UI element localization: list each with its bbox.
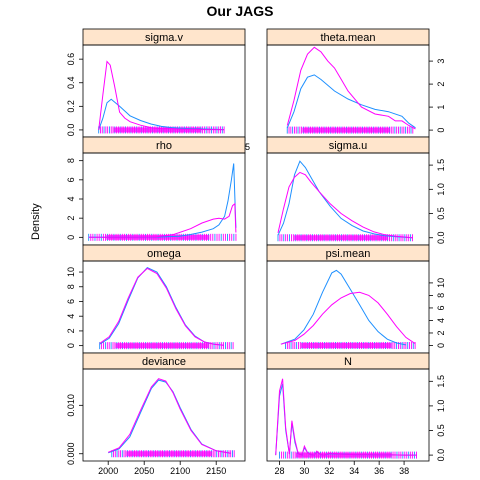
panel-frame-sigma-v [82,44,246,138]
panel-frame-n [266,368,430,462]
x-tick-label: 36 [374,466,384,476]
y-tick-label: 2 [436,82,446,87]
y-tick-label: 2 [66,328,76,333]
y-tick-label: 3 [436,59,446,64]
y-tick-label: 6 [66,177,76,182]
density-line-theta-mean-2 [286,46,416,130]
y-tick-label: 0 [66,343,76,348]
x-tick-label: 2050 [134,466,154,476]
y-tick-label: 2 [436,330,446,335]
y-tick-label: 10 [66,267,76,277]
strip-label-sigma-u: sigma.u [329,140,368,152]
x-tick-label: 34 [349,466,359,476]
density-line-rho-2 [88,202,237,238]
y-tick-label: 0.000 [66,442,76,465]
y-tick-label: 0.010 [66,394,76,417]
y-tick-label: 8 [66,158,76,163]
y-tick-label: 6 [66,299,76,304]
strip-label-deviance: deviance [142,356,186,368]
y-tick-label: 4 [436,318,446,323]
y-tick-label: 0.0 [436,449,446,462]
density-line-theta-mean-1 [286,74,416,129]
rug-sigma-u [277,234,413,242]
y-tick-label: 0 [66,235,76,240]
x-tick-label: 2100 [170,466,190,476]
y-tick-label: 0.6 [66,53,76,66]
y-tick-label: 8 [436,293,446,298]
rug-band [294,235,389,241]
panel-frame-deviance [82,368,246,462]
strip-label-psi-mean: psi.mean [326,248,371,260]
density-line-n-1 [275,383,417,456]
y-tick-label: 0.5 [436,424,446,437]
panel-frame-rho [82,152,246,246]
y-tick-label: 0.0 [436,231,446,244]
y-tick-label: 0.0 [66,124,76,137]
density-line-sigma-v-1 [98,98,225,131]
density-line-deviance-2 [108,378,231,454]
rug-theta-mean [286,126,414,134]
x-tick-label: 30 [299,466,309,476]
rug-band [302,127,391,133]
y-tick-label: 0 [436,128,446,133]
y-tick-label: 1.5 [436,375,446,388]
strip-label-omega: omega [147,248,182,260]
y-tick-label: 8 [66,284,76,289]
y-tick-label: 2 [66,216,76,221]
rug-deviance [111,450,235,458]
rug-band [113,127,202,133]
y-tick-label: 4 [66,314,76,319]
strip-label-n: N [344,356,352,368]
figure-title: Our JAGS [206,3,274,19]
panel-frame-sigma-u [266,152,430,246]
x-tick-label: 2150 [206,466,226,476]
x-tick-label: 2000 [98,466,118,476]
density-line-deviance-1 [108,379,231,454]
x-tick-label: 28 [274,466,284,476]
y-tick-label: 0.5 [436,207,446,220]
rug-omega [99,342,234,350]
density-line-psi-mean-2 [280,291,416,345]
x-tick-label: 32 [324,466,334,476]
density-line-sigma-u-2 [277,171,413,239]
y-tick-label: 0.2 [66,100,76,113]
y-tick-label: 4 [66,196,76,201]
density-line-omega-2 [99,267,224,346]
y-tick-label: 1.0 [436,183,446,196]
panel-n: N 28 30 32 34 36 38 0.0 0.5 1.0 1.5 [266,352,446,476]
y-tick-label: 1 [436,105,446,110]
y-tick-label: 1.5 [436,159,446,172]
density-line-omega-1 [99,266,224,346]
panel-frame-psi-mean [266,260,430,354]
y-tick-label: 1.0 [436,400,446,413]
strip-label-theta-mean: theta.mean [320,32,375,44]
panel-sigma-u: sigma.u0.51.01.52.02.53.00.00.51.01.5 [266,136,446,260]
rug-band [295,452,392,458]
rug-band [301,342,392,348]
density-line-psi-mean-1 [280,269,407,346]
density-line-rho-1 [88,163,237,238]
x-tick-label: 38 [399,466,409,476]
density-line-n-2 [275,378,417,456]
panel-deviance: deviance 2000 2050 2100 2150 0.000 0.010 [66,352,246,476]
y-tick-label: 6 [436,305,446,310]
y-tick-label: 0 [436,343,446,348]
y-tick-label: 0.4 [66,76,76,89]
rug-band [115,343,210,349]
strip-label-sigma-v: sigma.v [145,32,183,44]
y-tick-label: 10 [436,278,446,288]
rug-band [126,451,213,457]
strip-label-rho: rho [156,140,172,152]
density-line-sigma-v-2 [98,60,225,131]
density-line-sigma-u-1 [277,160,413,239]
panel-sigma-v: sigma.v0510150.00.20.40.6 [66,28,250,152]
